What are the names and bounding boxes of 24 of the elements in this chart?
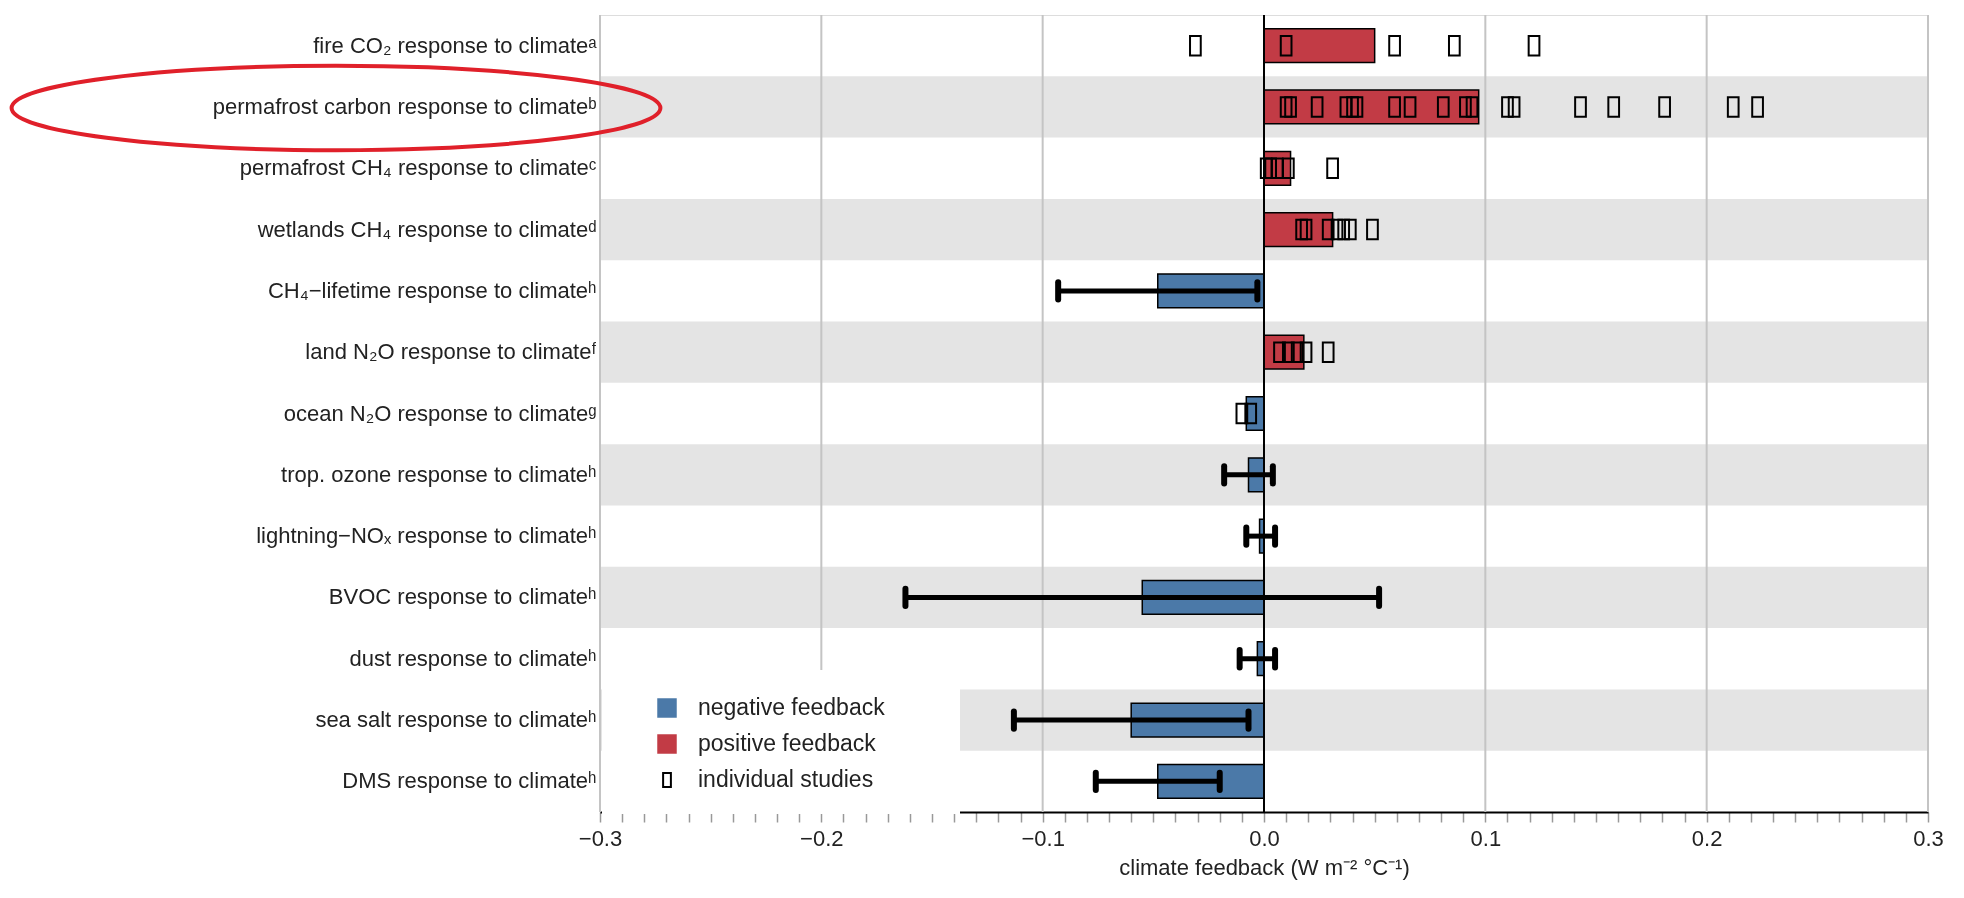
y-tick-label: ocean N₂O response to climateᵍ	[283, 400, 597, 426]
y-tick-label: dust response to climateʰ	[349, 645, 597, 671]
x-tick-label: 0.2	[1691, 825, 1723, 851]
x-tick-label: −0.1	[1021, 825, 1065, 851]
legend-label: individual studies	[698, 766, 874, 792]
x-tick-label: −0.2	[800, 825, 844, 851]
y-tick-label: fire CO₂ response to climateᵃ	[313, 32, 598, 58]
x-tick-label: 0.1	[1470, 825, 1502, 851]
y-tick-label: wetlands CH₄ response to climateᵈ	[256, 216, 597, 242]
legend-label: positive feedback	[698, 730, 877, 756]
x-axis-title: climate feedback (W m⁻² °C⁻¹)	[1119, 854, 1410, 880]
y-tick-label: BVOC response to climateʰ	[328, 584, 597, 610]
y-tick-label: lightning−NOₓ response to climateʰ	[256, 523, 597, 549]
y-tick-label: DMS response to climateʰ	[342, 768, 597, 794]
y-tick-label: permafrost carbon response to climateᵇ	[212, 93, 597, 119]
y-tick-label: sea salt response to climateʰ	[315, 707, 597, 733]
y-tick-label: permafrost CH₄ response to climateᶜ	[239, 155, 597, 181]
y-tick-label: land N₂O response to climateᶠ	[305, 339, 597, 365]
x-tick-label: 0.0	[1249, 825, 1280, 851]
y-tick-label: CH₄−lifetime response to climateʰ	[267, 277, 597, 303]
legend-label: negative feedback	[698, 694, 886, 720]
x-tick-label: 0.3	[1913, 825, 1944, 851]
y-tick-label: trop. ozone response to climateʰ	[281, 461, 597, 487]
x-tick-label: −0.3	[578, 825, 623, 851]
